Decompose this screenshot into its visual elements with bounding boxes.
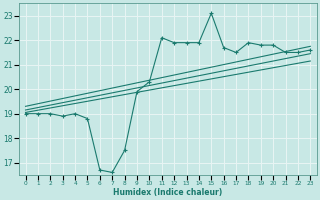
X-axis label: Humidex (Indice chaleur): Humidex (Indice chaleur) [113,188,223,197]
